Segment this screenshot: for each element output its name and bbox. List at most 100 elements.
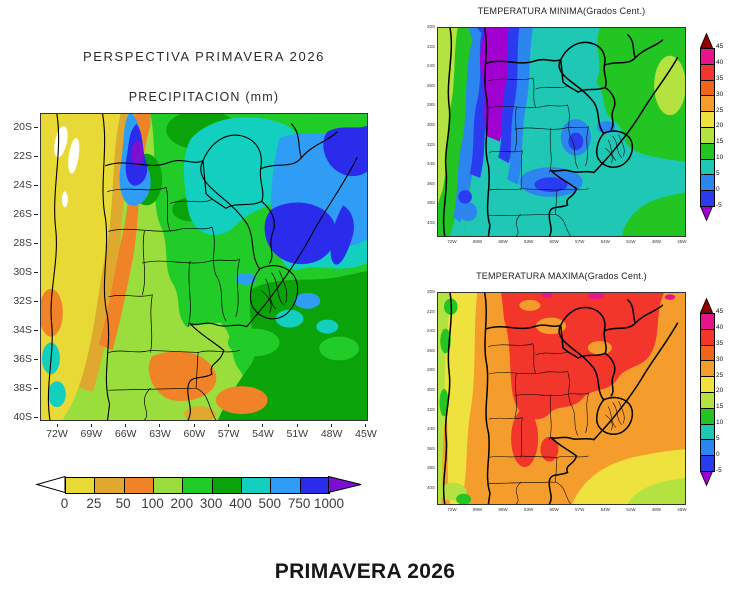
latitude-tick-label: 28S xyxy=(426,102,435,108)
latitude-tick-label: 20S xyxy=(426,24,435,29)
colorbar-segment xyxy=(701,96,714,113)
latitude-tick-label: 28S xyxy=(13,237,38,249)
temp-min-map-title: TEMPERATURA MINIMA(Grados Cent.) xyxy=(477,6,646,16)
temp-max-contour-plot xyxy=(438,293,685,504)
colorbar-value-label: 5 xyxy=(716,435,720,443)
longitude-tick-label: 63W xyxy=(146,424,174,440)
colorbar-value-label: 35 xyxy=(716,74,724,82)
page-title: PERSPECTIVA PRIMAVERA 2026 xyxy=(83,49,325,64)
colorbar-segment xyxy=(701,49,714,65)
latitude-tick-label: 22S xyxy=(13,150,38,162)
temp-min-colorbar-labels: 45 40 35 30 25 20 15 10 5 0 -5 xyxy=(716,43,730,210)
colorbar-value-label: 40 xyxy=(716,323,724,331)
colorbar-segment xyxy=(701,127,714,144)
longitude-tick-label: 57W xyxy=(575,507,585,512)
colorbar-value-label: 40 xyxy=(716,58,724,66)
colorbar-value-label: 45 xyxy=(716,308,724,315)
temp-max-colorbar-bottom-arrow xyxy=(699,471,714,487)
temp-max-map-title: TEMPERATURA MAXIMA(Grados Cent.) xyxy=(476,271,647,281)
colorbar-value-label: 10 xyxy=(716,419,724,427)
colorbar-value-label: 0 xyxy=(716,186,720,194)
colorbar-value-label: 20 xyxy=(716,122,724,130)
colorbar-segment xyxy=(300,478,329,493)
longitude-tick-label: 54W xyxy=(600,507,610,512)
colorbar-segment xyxy=(701,408,714,425)
latitude-tick-label: 24S xyxy=(426,328,435,334)
colorbar-segment xyxy=(701,424,714,441)
colorbar-segment xyxy=(66,478,96,493)
longitude-tick-label: 45W xyxy=(677,239,687,244)
temp-min-colorbar-bottom-arrow xyxy=(699,206,714,222)
colorbar-segment xyxy=(701,392,714,409)
colorbar-value-label: 15 xyxy=(716,403,724,411)
colorbar-segment xyxy=(701,345,714,362)
latitude-tick-label: 26S xyxy=(13,208,38,220)
colorbar-segment xyxy=(701,314,714,330)
longitude-tick-label: 51W xyxy=(626,507,636,512)
colorbar-segment xyxy=(701,80,714,97)
latitude-tick-label: 24S xyxy=(426,63,435,69)
temp-min-latitude-axis: 20S 22S 24S 26S 28S 30S 32S 34S 36S 38S 40S xyxy=(421,24,435,226)
longitude-tick-label: 60W xyxy=(549,507,559,512)
colorbar-segment xyxy=(701,329,714,346)
colorbar-segment xyxy=(701,456,714,471)
longitude-tick-label: 72W xyxy=(447,507,457,512)
latitude-tick-label: 26S xyxy=(426,82,435,88)
longitude-tick-label: 54W xyxy=(249,424,277,440)
latitude-tick-label: 40S xyxy=(426,219,435,225)
colorbar-segment xyxy=(212,478,242,493)
colorbar-segment xyxy=(153,478,184,493)
longitude-tick-label: 72W xyxy=(447,239,457,244)
longitude-tick-label: 48W xyxy=(318,424,346,440)
colorbar-value-label: 750 xyxy=(287,496,311,511)
latitude-tick-label: 24S xyxy=(13,179,38,191)
temp-max-colorbar xyxy=(700,313,715,472)
precip-colorbar-left-arrow xyxy=(35,475,66,494)
colorbar-value-label: 50 xyxy=(115,496,131,511)
colorbar-value-label: 5 xyxy=(716,170,720,178)
latitude-tick-label: 30S xyxy=(426,121,435,127)
colorbar-segment xyxy=(271,478,301,493)
colorbar-value-label: 200 xyxy=(170,496,194,511)
latitude-tick-label: 30S xyxy=(426,386,435,392)
longitude-tick-label: 51W xyxy=(283,424,311,440)
latitude-tick-label: 28S xyxy=(426,367,435,373)
longitude-tick-label: 72W xyxy=(43,424,71,440)
colorbar-segment xyxy=(701,143,714,160)
longitude-tick-label: 60W xyxy=(549,239,559,244)
temp-min-colorbar-top-arrow xyxy=(699,32,714,48)
longitude-tick-label: 57W xyxy=(215,424,243,440)
latitude-tick-label: 38S xyxy=(13,382,38,394)
longitude-tick-label: 69W xyxy=(472,239,483,244)
latitude-tick-label: 20S xyxy=(13,121,38,133)
colorbar-segment xyxy=(95,478,125,493)
longitude-tick-label: 45W xyxy=(352,424,380,440)
colorbar-segment xyxy=(701,361,714,378)
longitude-tick-label: 48W xyxy=(651,507,661,512)
colorbar-segment xyxy=(241,478,272,493)
colorbar-value-label: 300 xyxy=(199,496,223,511)
colorbar-segment xyxy=(701,191,714,206)
latitude-tick-label: 36S xyxy=(13,353,38,365)
colorbar-value-label: 25 xyxy=(86,496,102,511)
longitude-tick-label: 60W xyxy=(180,424,208,440)
latitude-tick-label: 32S xyxy=(13,295,38,307)
precip-colorbar xyxy=(65,477,330,494)
temp-max-colorbar-top-arrow xyxy=(699,297,714,313)
longitude-tick-label: 69W xyxy=(77,424,105,440)
latitude-tick-label: 20S xyxy=(426,289,435,294)
colorbar-segment xyxy=(701,377,714,393)
colorbar-segment xyxy=(701,175,714,192)
temp-max-colorbar-labels: 45 40 35 30 25 20 15 10 5 0 -5 xyxy=(716,308,730,475)
latitude-tick-label: 26S xyxy=(426,347,435,353)
precipitation-contour-plot xyxy=(41,114,367,420)
latitude-tick-label: 40S xyxy=(426,484,435,490)
longitude-tick-label: 54W xyxy=(600,239,610,244)
colorbar-value-label: 10 xyxy=(716,154,724,162)
latitude-tick-label: 34S xyxy=(13,324,38,336)
longitude-tick-label: 69W xyxy=(472,507,483,512)
precip-colorbar-right-arrow xyxy=(328,475,362,494)
colorbar-value-label: 25 xyxy=(716,371,724,379)
temp-max-longitude-axis: 72W 69W 66W 63W 60W 57W 54W 51W 48W 45W xyxy=(442,507,692,513)
